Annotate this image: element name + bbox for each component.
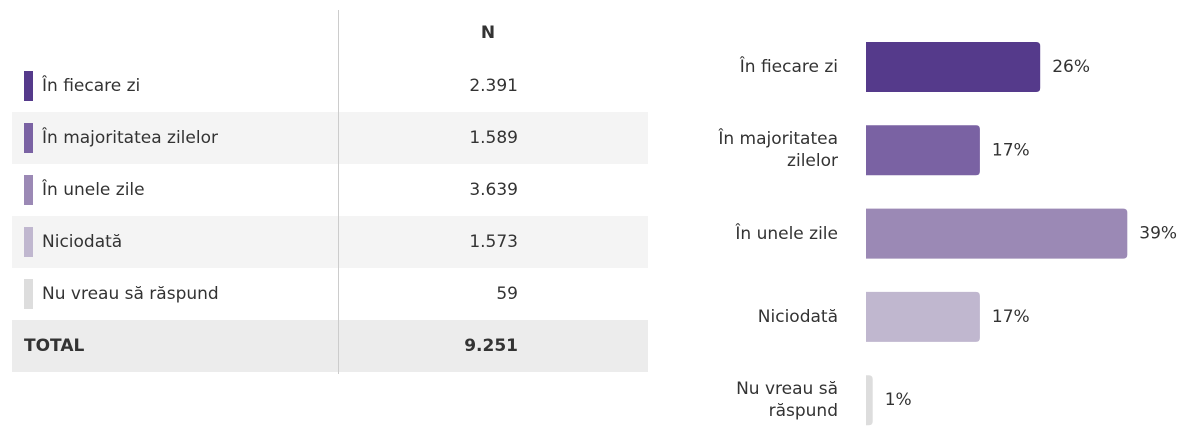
row-label: Niciodată <box>42 232 123 252</box>
category-label: În majoritatea zilelor <box>718 129 838 172</box>
bar <box>866 125 980 176</box>
value-label: 26% <box>1052 57 1090 77</box>
category-label: Nu vreau să răspund <box>736 379 838 422</box>
category-label: În fiecare zi <box>739 57 838 77</box>
row-value: 1.573 <box>469 232 518 252</box>
bar <box>866 291 980 342</box>
bar <box>866 42 1041 92</box>
swatch <box>24 123 33 153</box>
row-value: 2.391 <box>469 76 518 96</box>
bar <box>866 208 1128 259</box>
row-value: 3.639 <box>469 180 518 200</box>
value-label: 17% <box>992 307 1030 327</box>
category-label: Niciodată <box>757 306 838 327</box>
total-value: 9.251 <box>464 336 518 356</box>
total-row <box>12 320 648 372</box>
column-divider <box>338 10 339 374</box>
table-row <box>12 60 648 112</box>
total-label: TOTAL <box>24 336 85 356</box>
row-value: 1.589 <box>469 128 518 148</box>
bar <box>866 375 873 426</box>
value-label: 39% <box>1139 224 1177 244</box>
swatch <box>24 279 33 309</box>
header-cell: N <box>480 22 496 43</box>
table-row <box>12 268 648 320</box>
table-row <box>12 164 648 216</box>
table-row <box>12 112 648 164</box>
swatch <box>24 71 33 101</box>
swatch <box>24 175 33 205</box>
row-value: 59 <box>496 284 518 304</box>
row-label: În unele zile <box>42 180 145 200</box>
table-row <box>12 216 648 268</box>
value-label: 1% <box>885 390 912 410</box>
swatch <box>24 227 33 257</box>
row-label: În fiecare zi <box>42 76 141 96</box>
row-label: În majoritatea zilelor <box>42 128 218 148</box>
value-label: 17% <box>992 140 1030 160</box>
row-label: Nu vreau să răspund <box>42 284 219 304</box>
category-label: În unele zile <box>735 223 838 244</box>
